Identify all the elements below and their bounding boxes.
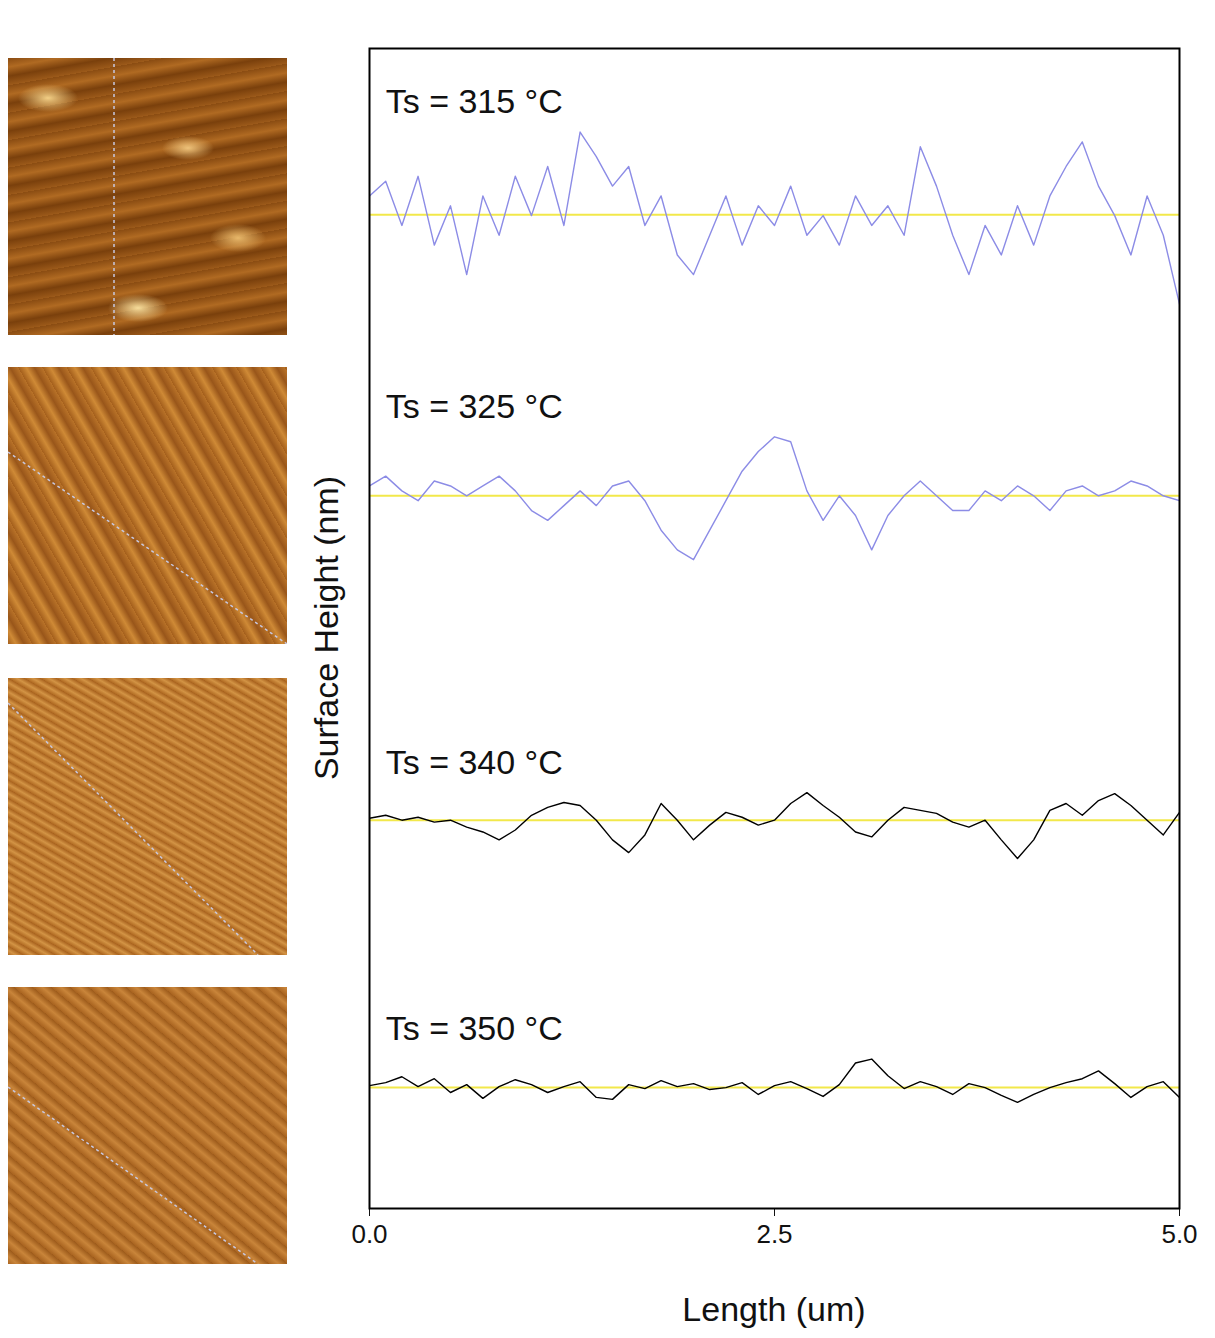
- svg-text:Ts = 315 °C: Ts = 315 °C: [386, 82, 563, 120]
- html-text:Surface Height (nm): Surface Height (nm): [306, 475, 345, 781]
- svg-text:Ts = 325 °C: Ts = 325 °C: [386, 387, 563, 425]
- svg-text:5.0: 5.0: [1161, 1219, 1197, 1249]
- svg-text:2.5: 2.5: [756, 1219, 792, 1249]
- svg-text:0.0: 0.0: [351, 1219, 387, 1249]
- svg-text:Ts = 350 °C: Ts = 350 °C: [386, 1009, 563, 1047]
- html-text:Length (um): Length (um): [682, 1290, 866, 1328]
- svg-text:Ts = 340 °C: Ts = 340 °C: [386, 743, 563, 781]
